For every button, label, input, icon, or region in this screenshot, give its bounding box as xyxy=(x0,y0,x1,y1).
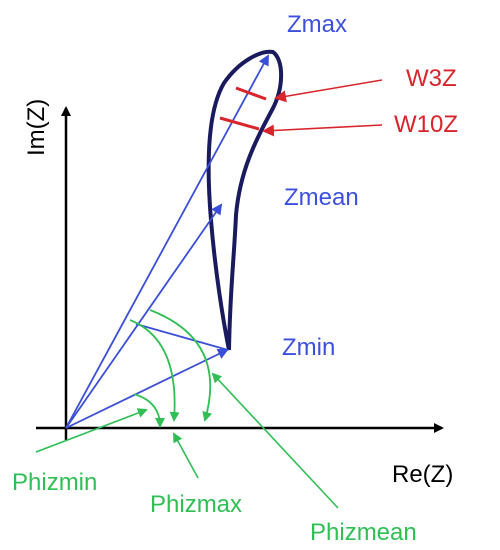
zmax-vector xyxy=(65,54,269,429)
w10z-label: W10Z xyxy=(394,111,458,138)
phizmin-leader xyxy=(35,408,148,453)
w3z-bar xyxy=(235,86,267,101)
w3z-arrow xyxy=(274,79,383,103)
zmean-label: Zmean xyxy=(284,184,359,211)
phizmean-label: Phizmean xyxy=(310,519,417,546)
phizmax-arc xyxy=(129,319,180,422)
zmax-label: Zmax xyxy=(287,11,347,38)
w3z-label: W3Z xyxy=(406,65,457,92)
zmin-label: Zmin xyxy=(282,334,335,361)
phizmean-leader xyxy=(211,372,339,509)
phizmax-leader xyxy=(173,432,199,479)
zmax-projection-line xyxy=(135,323,229,351)
phizmin-arc xyxy=(133,393,165,428)
zmin-vector xyxy=(65,348,229,429)
phizmean-arc xyxy=(149,309,213,422)
w10z-bar xyxy=(219,116,260,131)
phizmin-label: Phizmin xyxy=(12,469,97,496)
x-axis-label: Re(Z) xyxy=(392,461,453,488)
phizmax-label: Phizmax xyxy=(150,491,242,518)
impedance-loop xyxy=(206,49,284,351)
y-axis-label: Im(Z) xyxy=(23,99,50,156)
w10z-arrow xyxy=(262,124,383,137)
zmean-vector xyxy=(65,203,223,429)
